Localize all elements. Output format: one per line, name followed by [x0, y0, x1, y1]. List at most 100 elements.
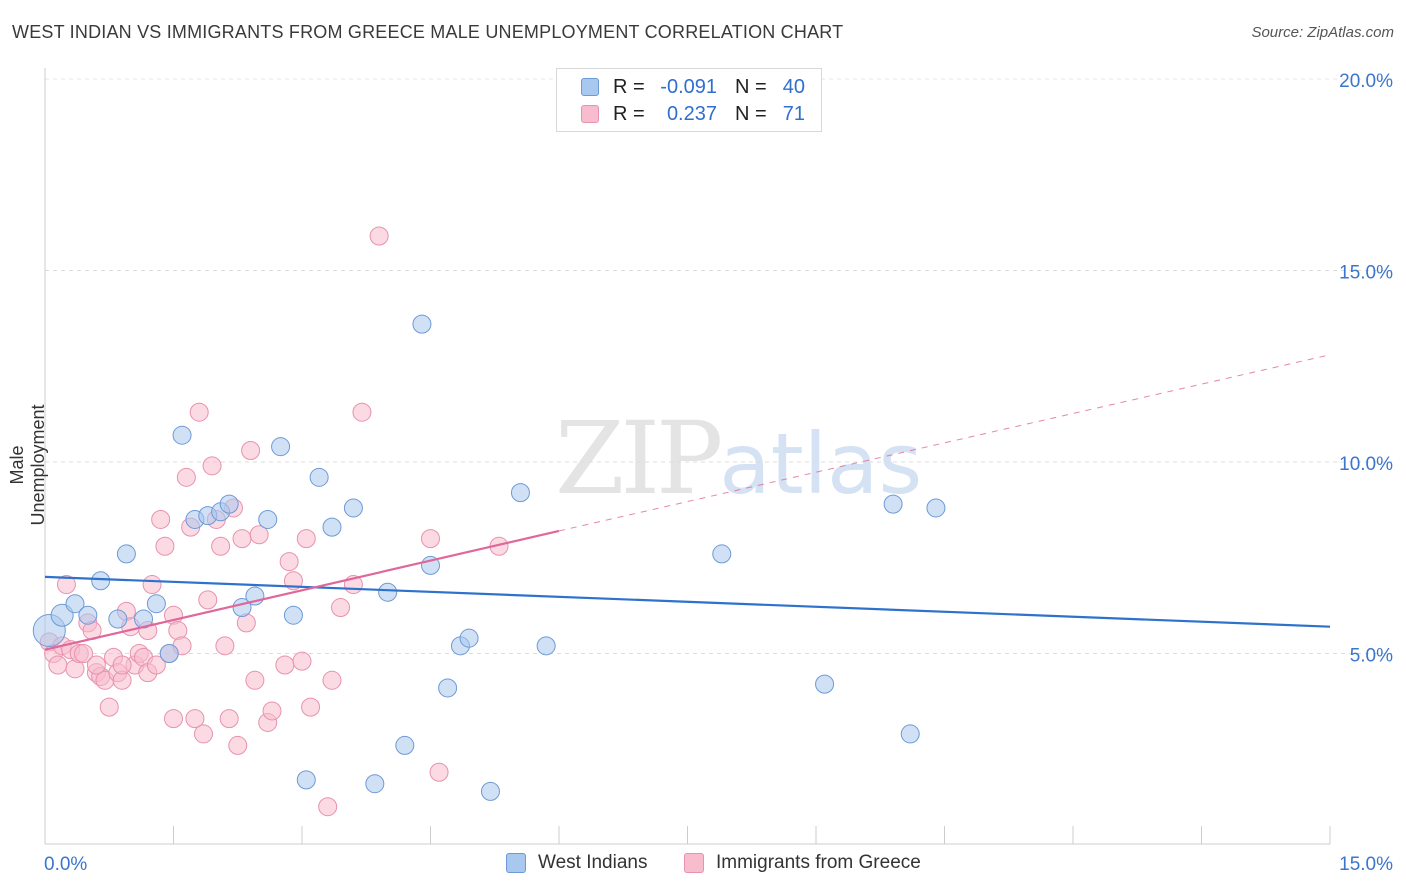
- point-immigrants-greece: [301, 697, 321, 717]
- point-immigrants-greece: [164, 709, 183, 729]
- trend-line-immigrants-greece: [44, 529, 560, 651]
- point-immigrants-greece: [211, 536, 231, 556]
- point-west-indians: [883, 494, 903, 514]
- source-label: Source: ZipAtlas.com: [1251, 24, 1394, 41]
- legend-r-label: R =: [613, 75, 645, 98]
- y-tick-label: 15.0%: [1339, 263, 1393, 284]
- point-west-indians: [219, 494, 239, 514]
- point-west-indians: [108, 609, 128, 629]
- point-immigrants-greece: [86, 655, 106, 675]
- point-west-indians: [926, 498, 946, 518]
- point-west-indians: [91, 571, 111, 591]
- y-tick-label: 10.0%: [1339, 454, 1393, 475]
- bottom-swatch-immigrants-greece: [684, 853, 704, 873]
- point-west-indians: [536, 636, 556, 656]
- point-west-indians: [365, 774, 385, 794]
- legend-n-label: N =: [735, 102, 767, 125]
- bottom-legend-immigrants-greece: Immigrants from Greece: [684, 852, 921, 874]
- point-west-indians: [712, 544, 732, 564]
- trend-line-west-indians: [44, 575, 1331, 628]
- bottom-legend-west-indians: West Indians: [506, 852, 647, 874]
- point-west-indians: [283, 605, 303, 625]
- point-immigrants-greece: [292, 651, 312, 671]
- point-immigrants-greece: [142, 575, 162, 595]
- point-west-indians: [78, 605, 98, 625]
- point-immigrants-greece: [155, 536, 175, 556]
- watermark-zip: ZIP: [555, 400, 723, 517]
- correlation-legend: R = -0.091 N = 40 R = 0.237 N = 71: [556, 68, 822, 132]
- legend-row-west-indians: R = -0.091 N = 40: [581, 75, 805, 99]
- point-west-indians: [378, 582, 398, 602]
- point-west-indians: [271, 437, 291, 457]
- point-immigrants-greece: [112, 655, 132, 675]
- point-immigrants-greece: [275, 655, 295, 675]
- point-immigrants-greece: [189, 402, 209, 422]
- point-west-indians: [65, 594, 85, 614]
- point-immigrants-greece: [369, 226, 389, 246]
- point-west-indians: [309, 467, 329, 487]
- point-immigrants-greece: [279, 552, 299, 572]
- point-immigrants-greece: [322, 670, 342, 690]
- point-west-indians: [395, 735, 415, 755]
- point-west-indians: [258, 509, 278, 529]
- point-immigrants-greece: [176, 467, 196, 487]
- y-tick-label: 20.0%: [1339, 71, 1393, 92]
- legend-swatch-west-indians: [581, 78, 599, 96]
- legend-row-immigrants-greece: R = 0.237 N = 71: [581, 102, 805, 126]
- point-west-indians: [322, 517, 342, 537]
- point-west-indians: [296, 770, 316, 790]
- point-immigrants-greece: [352, 402, 372, 422]
- point-immigrants-greece: [215, 636, 235, 656]
- point-immigrants-greece: [232, 529, 252, 549]
- point-immigrants-greece: [249, 525, 269, 545]
- point-immigrants-greece: [429, 762, 449, 782]
- watermark: ZIPatlas: [555, 400, 922, 517]
- point-immigrants-greece: [74, 644, 94, 663]
- point-immigrants-greece: [185, 709, 205, 729]
- legend-swatch-immigrants-greece: [581, 105, 599, 123]
- point-immigrants-greece: [202, 456, 222, 476]
- point-immigrants-greece: [193, 724, 213, 744]
- bottom-legend-label: West Indians: [538, 852, 648, 873]
- legend-r-value: 0.237: [666, 102, 717, 125]
- point-west-indians: [900, 724, 920, 744]
- legend-n-label: N =: [735, 75, 767, 98]
- point-west-indians: [459, 628, 479, 648]
- chart-title: WEST INDIAN VS IMMIGRANTS FROM GREECE MA…: [12, 22, 844, 42]
- point-immigrants-greece: [228, 735, 248, 755]
- x-tick-label: 15.0%: [1339, 854, 1393, 875]
- point-west-indians: [510, 483, 530, 503]
- point-immigrants-greece: [48, 655, 68, 675]
- point-immigrants-greece: [219, 709, 239, 729]
- x-tick-label: 0.0%: [44, 854, 87, 875]
- point-west-indians: [146, 594, 166, 614]
- point-immigrants-greece: [151, 509, 171, 529]
- bottom-swatch-west-indians: [506, 853, 526, 873]
- bottom-legend-label: Immigrants from Greece: [716, 852, 921, 873]
- point-immigrants-greece: [241, 441, 261, 461]
- point-immigrants-greece: [198, 590, 218, 610]
- point-immigrants-greece: [146, 655, 166, 675]
- point-west-indians: [438, 678, 458, 698]
- y-tick-label: 5.0%: [1350, 646, 1393, 667]
- point-immigrants-greece: [56, 575, 76, 595]
- point-immigrants-greece: [262, 701, 282, 721]
- point-immigrants-greece: [421, 529, 440, 549]
- point-immigrants-greece: [296, 529, 316, 549]
- point-west-indians: [480, 781, 500, 801]
- point-west-indians: [172, 425, 192, 445]
- point-west-indians: [159, 644, 179, 663]
- point-west-indians: [412, 314, 432, 334]
- y-axis-label: Male Unemployment: [7, 404, 48, 526]
- point-west-indians: [116, 544, 136, 564]
- point-immigrants-greece: [99, 697, 119, 717]
- point-immigrants-greece: [245, 670, 265, 690]
- legend-n-value: 71: [782, 102, 805, 125]
- point-immigrants-greece: [283, 571, 303, 591]
- legend-r-value: -0.091: [660, 75, 717, 98]
- point-immigrants-greece: [318, 797, 338, 817]
- legend-n-value: 40: [782, 75, 805, 98]
- legend-r-label: R =: [613, 102, 645, 125]
- point-immigrants-greece: [331, 598, 351, 618]
